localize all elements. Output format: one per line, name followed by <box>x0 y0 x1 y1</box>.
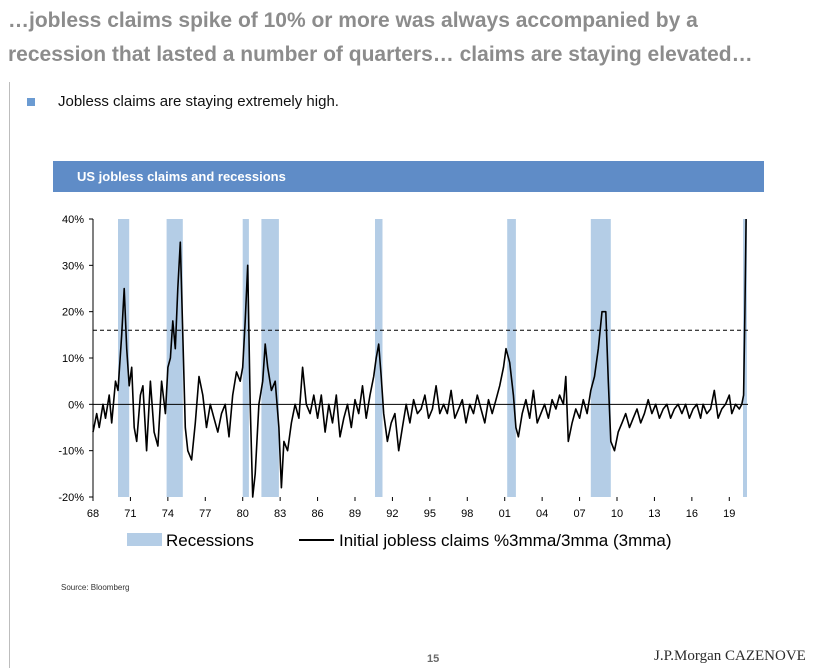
chart-title: US jobless claims and recessions <box>77 169 286 184</box>
legend-swatch-recessions <box>127 533 162 546</box>
recession-band <box>261 219 279 497</box>
recession-band <box>507 219 516 497</box>
recession-band <box>375 219 383 497</box>
x-tick-label: 77 <box>199 508 211 520</box>
headline: …jobless claims spike of 10% or more was… <box>8 4 823 72</box>
x-tick-label: 04 <box>536 508 548 520</box>
x-tick-label: 80 <box>237 508 249 520</box>
x-tick-label: 92 <box>386 508 398 520</box>
x-tick-label: 71 <box>124 508 136 520</box>
x-tick-label: 19 <box>723 508 735 520</box>
jpmorgan-cazenove-logo: J.P.Morgan CAZENOVE <box>654 648 806 664</box>
recession-band <box>590 219 611 497</box>
recession-band <box>242 219 249 497</box>
headline-line-2: recession that lasted a number of quarte… <box>8 43 753 66</box>
x-tick-label: 16 <box>686 508 698 520</box>
recession-band <box>166 219 183 497</box>
source-note: Source: Bloomberg <box>61 583 130 592</box>
x-tick-label: 13 <box>648 508 660 520</box>
legend-label-claims: Initial jobless claims %3mma/3mma (3mma) <box>339 531 672 550</box>
chart-title-bar: US jobless claims and recessions <box>53 161 764 192</box>
y-tick-label: 40% <box>62 214 84 226</box>
x-tick-label: 68 <box>87 508 99 520</box>
legend-label-recessions: Recessions <box>166 531 254 550</box>
recession-band <box>743 219 747 497</box>
x-tick-label: 74 <box>162 508 174 520</box>
bullet-square-icon <box>27 98 35 106</box>
left-rule <box>9 82 10 668</box>
x-tick-label: 86 <box>311 508 323 520</box>
page-number: 15 <box>427 653 440 665</box>
series-line-jobless-claims <box>92 218 747 498</box>
y-tick-label: 0% <box>68 399 84 411</box>
x-tick-label: 10 <box>611 508 623 520</box>
y-tick-label: 20% <box>62 307 84 319</box>
x-tick-label: 89 <box>349 508 361 520</box>
y-tick-label: 30% <box>62 260 84 272</box>
y-tick-label: -10% <box>58 446 84 458</box>
x-tick-label: 83 <box>274 508 286 520</box>
recession-band <box>118 219 130 497</box>
y-tick-label: 10% <box>62 353 84 365</box>
x-tick-label: 01 <box>499 508 511 520</box>
bullet-text: Jobless claims are staying extremely hig… <box>58 93 339 110</box>
x-tick-label: 98 <box>461 508 473 520</box>
headline-line-1: …jobless claims spike of 10% or more was… <box>8 9 698 32</box>
x-tick-label: 07 <box>573 508 585 520</box>
x-tick-label: 95 <box>424 508 436 520</box>
y-tick-label: -20% <box>58 492 84 504</box>
